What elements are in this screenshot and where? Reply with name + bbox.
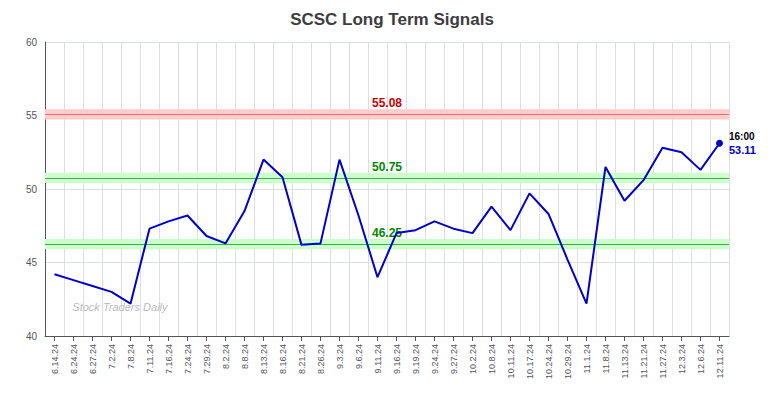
- svg-text:7.16.24: 7.16.24: [164, 344, 174, 374]
- svg-text:9.3.24: 9.3.24: [335, 344, 345, 369]
- svg-text:8.21.24: 8.21.24: [297, 344, 307, 374]
- svg-text:11.13.24: 11.13.24: [620, 344, 630, 378]
- svg-text:9.24.24: 9.24.24: [430, 344, 440, 374]
- svg-text:9.11.24: 9.11.24: [373, 344, 383, 373]
- svg-text:7.11.24: 7.11.24: [145, 344, 155, 373]
- svg-text:40: 40: [26, 331, 38, 342]
- svg-text:50: 50: [26, 184, 38, 195]
- svg-text:6.24.24: 6.24.24: [69, 344, 79, 374]
- svg-text:10.11.24: 10.11.24: [506, 344, 516, 378]
- svg-text:16:00: 16:00: [729, 131, 755, 142]
- svg-text:7.8.24: 7.8.24: [126, 344, 136, 369]
- svg-text:SCSC Long Term Signals: SCSC Long Term Signals: [290, 10, 494, 29]
- svg-text:10.17.24: 10.17.24: [525, 344, 535, 379]
- svg-text:60: 60: [26, 37, 38, 48]
- svg-text:7.24.24: 7.24.24: [183, 344, 193, 374]
- svg-text:9.27.24: 9.27.24: [449, 344, 459, 374]
- svg-text:11.8.24: 11.8.24: [601, 344, 611, 373]
- svg-text:9.16.24: 9.16.24: [392, 344, 402, 374]
- svg-text:10.8.24: 10.8.24: [487, 344, 497, 374]
- svg-text:11.1.24: 11.1.24: [582, 344, 592, 373]
- svg-text:10.29.24: 10.29.24: [563, 344, 573, 379]
- svg-text:6.27.24: 6.27.24: [88, 344, 98, 374]
- svg-text:55.08: 55.08: [372, 96, 402, 110]
- svg-text:8.26.24: 8.26.24: [316, 344, 326, 374]
- svg-text:55: 55: [26, 110, 38, 121]
- svg-text:7.2.24: 7.2.24: [107, 344, 117, 369]
- svg-text:7.29.24: 7.29.24: [202, 344, 212, 374]
- svg-text:6.14.24: 6.14.24: [50, 344, 60, 374]
- svg-text:46.25: 46.25: [372, 226, 402, 241]
- svg-text:8.16.24: 8.16.24: [278, 344, 288, 374]
- svg-text:50.75: 50.75: [372, 160, 402, 174]
- svg-text:8.2.24: 8.2.24: [221, 344, 231, 369]
- svg-text:12.11.24: 12.11.24: [715, 344, 725, 378]
- svg-text:45: 45: [26, 257, 38, 268]
- svg-text:9.19.24: 9.19.24: [411, 344, 421, 374]
- svg-text:Stock Traders Daily: Stock Traders Daily: [72, 301, 169, 313]
- svg-text:9.6.24: 9.6.24: [354, 344, 364, 369]
- svg-text:11.21.24: 11.21.24: [639, 344, 649, 378]
- svg-text:8.8.24: 8.8.24: [240, 344, 250, 369]
- svg-text:8.13.24: 8.13.24: [259, 344, 269, 374]
- svg-text:10.24.24: 10.24.24: [544, 344, 554, 379]
- svg-text:12.3.24: 12.3.24: [677, 344, 687, 374]
- svg-text:12.6.24: 12.6.24: [696, 344, 706, 374]
- svg-text:11.27.24: 11.27.24: [658, 344, 668, 378]
- svg-text:53.11: 53.11: [729, 144, 756, 156]
- svg-text:10.2.24: 10.2.24: [468, 344, 478, 374]
